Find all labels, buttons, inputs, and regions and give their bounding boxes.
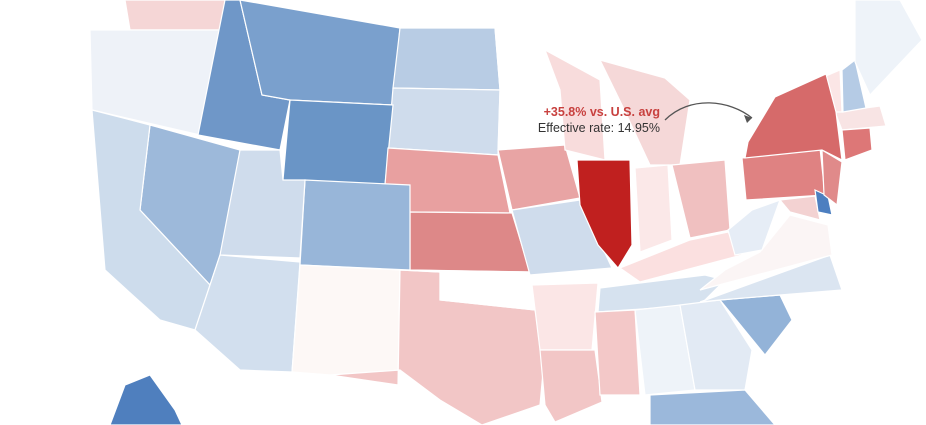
state-colorado[interactable]: Colorado [299,179,411,271]
state-ohio[interactable]: Ohio [671,159,731,239]
state-wisconsin[interactable]: Wisconsin [543,48,606,161]
state-maine[interactable]: Maine [854,0,923,97]
state-south-dakota[interactable]: South Dakota [387,87,501,156]
state-connecticut[interactable]: Connecticut [841,127,873,161]
state-montana[interactable]: Montana [239,0,401,106]
state-north-carolina[interactable]: North Carolina [699,254,843,303]
state-new-york[interactable]: New York [744,73,843,162]
state-louisiana[interactable]: Louisiana [539,349,603,423]
state-indiana[interactable]: Indiana [634,164,673,253]
arrowhead-icon [744,115,752,123]
annotation-arrow [664,102,753,121]
state-new-hampshire[interactable]: New Hampshire [841,58,867,113]
annotation-delta: +35.8% vs. U.S. avg [543,105,660,119]
state-oklahoma[interactable]: Oklahoma [399,269,536,311]
state-west-virginia[interactable]: West Virginia [727,199,781,256]
state-maryland[interactable]: Maryland [778,195,821,221]
state-arizona[interactable]: Arizona [194,254,301,373]
state-new-jersey[interactable]: New Jersey [821,148,843,207]
state-arkansas[interactable]: Arkansas [531,282,599,351]
state-iowa[interactable]: Iowa [497,144,581,211]
state-wyoming[interactable]: Wyoming [282,99,394,186]
new-york-annotation: +35.8% vs. U.S. avg Effective rate: 14.9… [538,104,660,136]
state-new-mexico[interactable]: New Mexico [291,264,401,386]
state-north-dakota[interactable]: North Dakota [392,27,501,91]
state-virginia[interactable]: Virginia [699,214,833,291]
annotation-rate: Effective rate: 14.95% [537,121,660,135]
state-florida[interactable]: Florida [649,389,776,425]
state-mississippi[interactable]: Mississippi [594,309,641,396]
state-alaska[interactable]: Alaska [109,374,183,425]
state-kansas[interactable]: Kansas [409,211,531,273]
state-illinois[interactable]: Illinois [576,159,633,270]
state-washington[interactable]: Washington [124,0,226,31]
